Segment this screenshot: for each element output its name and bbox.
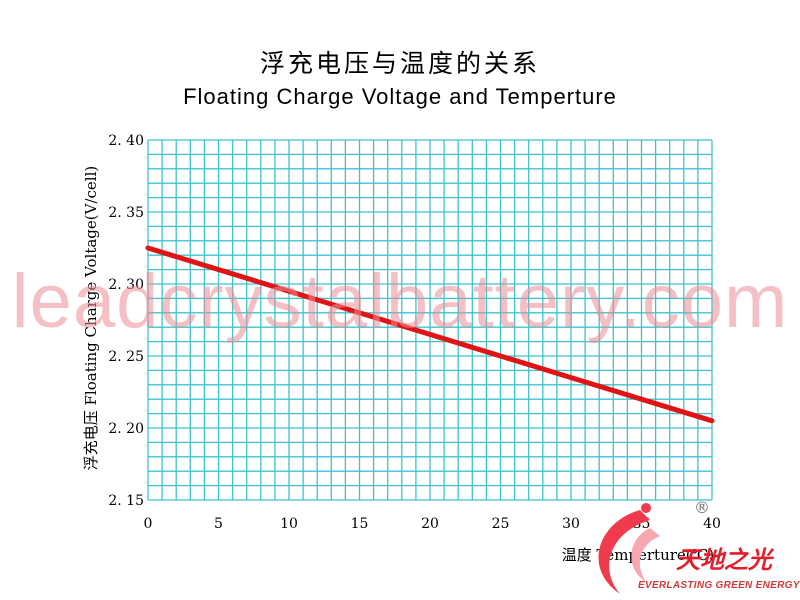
y-tick-label: 2. 35: [108, 205, 144, 221]
y-tick-label: 2. 30: [108, 277, 144, 293]
x-tick-label: 30: [562, 516, 580, 532]
y-tick-label: 2. 25: [108, 349, 144, 365]
y-tick-label: 2. 40: [108, 133, 144, 149]
x-tick-label: 20: [421, 516, 439, 532]
x-tick-label: 40: [703, 516, 721, 532]
x-tick-label: 0: [144, 516, 153, 532]
x-tick-label: 10: [280, 516, 298, 532]
x-tick-label: 5: [214, 516, 223, 532]
logo-tagline: EVERLASTING GREEN ENERGY: [638, 580, 800, 591]
registered-mark: ®: [694, 498, 710, 517]
x-tick-label: 25: [492, 516, 510, 532]
y-tick-label: 2. 15: [108, 493, 144, 509]
chart-title: 浮充电压与温度的关系: [259, 49, 540, 78]
x-tick-label: 15: [351, 516, 369, 532]
y-tick-label: 2. 20: [108, 421, 144, 437]
logo-swoosh-icon: [598, 503, 660, 594]
y-axis-label: 浮充电压 Floating Charge Voltage(V/cell): [82, 166, 100, 471]
logo-name: 天地之光: [676, 546, 772, 574]
brand-logo: ® 天地之光 EVERLASTING GREEN ENERGY: [580, 498, 800, 600]
chart-subtitle: Floating Charge Voltage and Temperture: [183, 84, 617, 109]
series-line: [145, 245, 715, 424]
